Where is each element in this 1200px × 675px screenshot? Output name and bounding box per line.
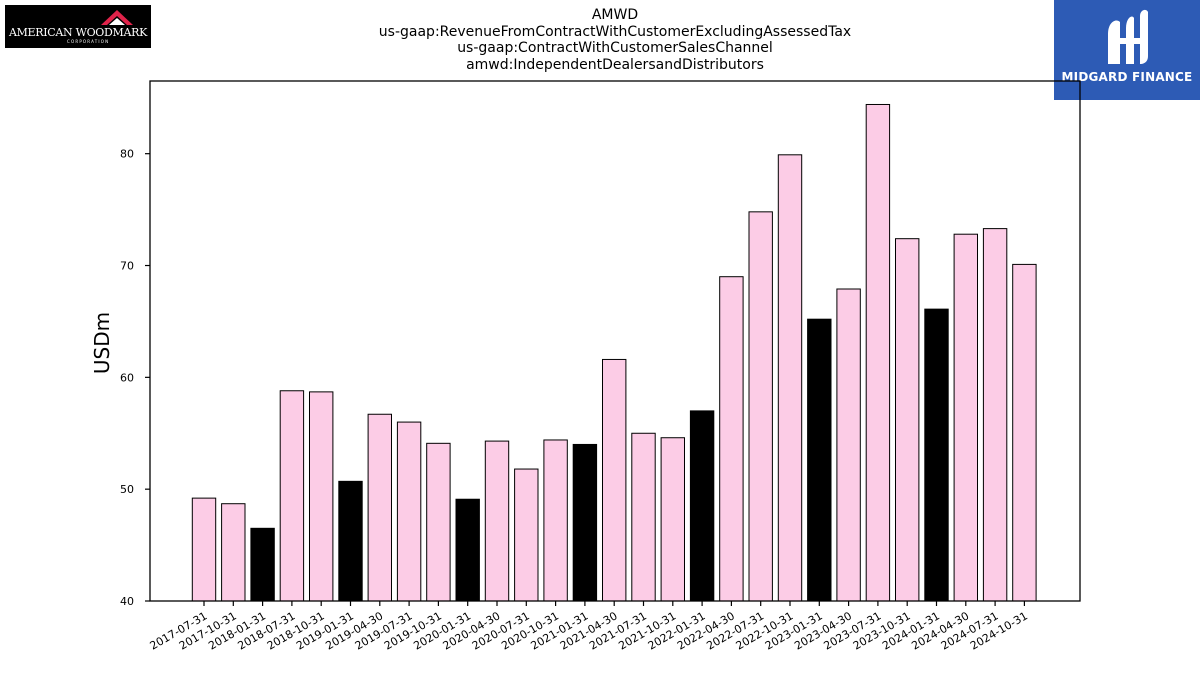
midgard-m-icon bbox=[1108, 9, 1148, 64]
bar-2022-01-31 bbox=[689, 410, 715, 602]
bar-2017-07-31 bbox=[191, 497, 217, 602]
bar-2023-10-31 bbox=[895, 238, 920, 602]
chart-title-line-2: us-gaap:RevenueFromContractWithCustomerE… bbox=[378, 23, 852, 40]
bar-2019-10-31 bbox=[426, 442, 451, 602]
midgard-finance-logo: MIDGARD FINANCE bbox=[1054, 0, 1200, 100]
bar-2024-07-31 bbox=[982, 228, 1008, 602]
bar-2021-04-30 bbox=[602, 358, 627, 602]
bar-2023-01-31 bbox=[807, 318, 832, 602]
y-tick-label-70: 70 bbox=[120, 260, 134, 273]
bar-2018-07-31 bbox=[279, 390, 305, 602]
bar-2023-04-30 bbox=[836, 288, 861, 602]
chart-title-line-4: amwd:IndependentDealersandDistributors bbox=[466, 56, 764, 73]
chart-title-line-3: us-gaap:ContractWithCustomerSalesChannel bbox=[457, 40, 773, 56]
bar-2022-10-31 bbox=[777, 154, 803, 602]
left-logo-name: AMERICAN WOODMARK bbox=[8, 26, 148, 39]
american-woodmark-logo: AMERICAN WOODMARK CORPORATION bbox=[5, 5, 151, 48]
bar-2017-10-31 bbox=[221, 503, 246, 602]
y-tick-label-60: 60 bbox=[120, 371, 134, 384]
chart-title-line-1: AMWD bbox=[591, 7, 639, 23]
y-tick-label-80: 80 bbox=[120, 148, 134, 161]
bar-2023-07-31 bbox=[865, 103, 891, 602]
bar-2020-07-31 bbox=[514, 468, 539, 602]
bar-2019-04-30 bbox=[367, 413, 393, 602]
bar-2020-10-31 bbox=[543, 439, 568, 602]
bar-2022-07-31 bbox=[748, 211, 773, 602]
right-logo-name: MIDGARD FINANCE bbox=[1061, 70, 1193, 84]
house-roof-icon bbox=[101, 10, 133, 25]
bar-2022-04-30 bbox=[719, 276, 744, 602]
bar-2020-04-30 bbox=[484, 440, 510, 602]
bar-2024-01-31 bbox=[924, 308, 949, 602]
bar-2024-10-31 bbox=[1012, 263, 1037, 602]
bar-2018-01-31 bbox=[250, 527, 275, 602]
y-axis-label: USDm bbox=[90, 312, 114, 374]
bar-2021-07-31 bbox=[631, 432, 656, 602]
y-tick-label-50: 50 bbox=[120, 483, 134, 496]
bar-2024-04-30 bbox=[953, 233, 978, 602]
bar-2019-01-31 bbox=[338, 480, 363, 602]
bar-2018-10-31 bbox=[309, 391, 334, 602]
bar-2021-01-31 bbox=[572, 443, 598, 602]
y-tick-label-40: 40 bbox=[120, 595, 134, 608]
left-logo-sub: CORPORATION bbox=[67, 39, 110, 44]
plot-frame bbox=[149, 80, 1081, 602]
chart-title: AMWD us-gaap:RevenueFromContractWithCust… bbox=[150, 7, 1080, 73]
bar-2019-07-31 bbox=[396, 421, 422, 602]
bar-2020-01-31 bbox=[455, 498, 480, 602]
bar-2021-10-31 bbox=[660, 437, 685, 602]
